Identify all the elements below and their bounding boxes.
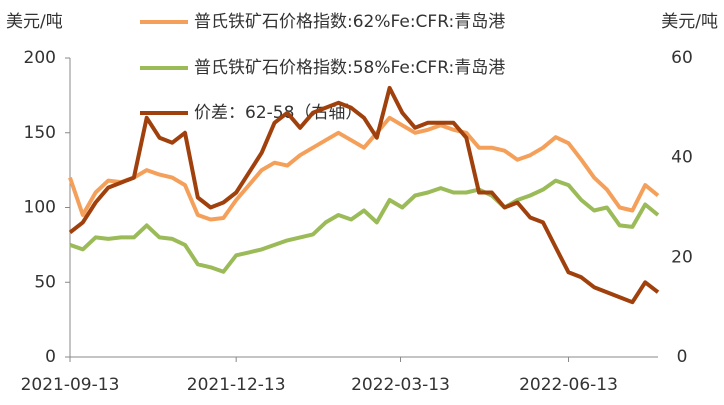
y-tick-label: 200	[24, 48, 56, 68]
y-tick-label: 150	[24, 123, 56, 143]
y-tick-label: 100	[24, 198, 56, 218]
series-line	[68, 85, 660, 305]
series-line	[69, 178, 660, 274]
y2-tick-label: 60	[671, 48, 693, 68]
y2-axis-label: 美元/吨	[661, 12, 718, 32]
legend-label: 普氏铁矿石价格指数:58%Fe:CFR:青岛港	[194, 58, 505, 78]
y2-tick-label: 20	[671, 247, 693, 267]
y-axis-label: 美元/吨	[6, 12, 63, 32]
y2-tick-label: 0	[677, 347, 688, 367]
y-tick-label: 50	[34, 272, 56, 292]
y2-tick-label: 40	[671, 148, 693, 168]
legend-label: 普氏铁矿石价格指数:62%Fe:CFR:青岛港	[194, 12, 505, 32]
x-tick-label: 2022-06-13	[519, 375, 618, 395]
y-tick-label: 0	[45, 347, 56, 367]
x-tick-label: 2021-12-13	[187, 375, 286, 395]
x-tick-label: 2021-09-13	[21, 375, 120, 395]
series-line	[68, 115, 660, 222]
x-tick-label: 2022-03-13	[351, 375, 450, 395]
